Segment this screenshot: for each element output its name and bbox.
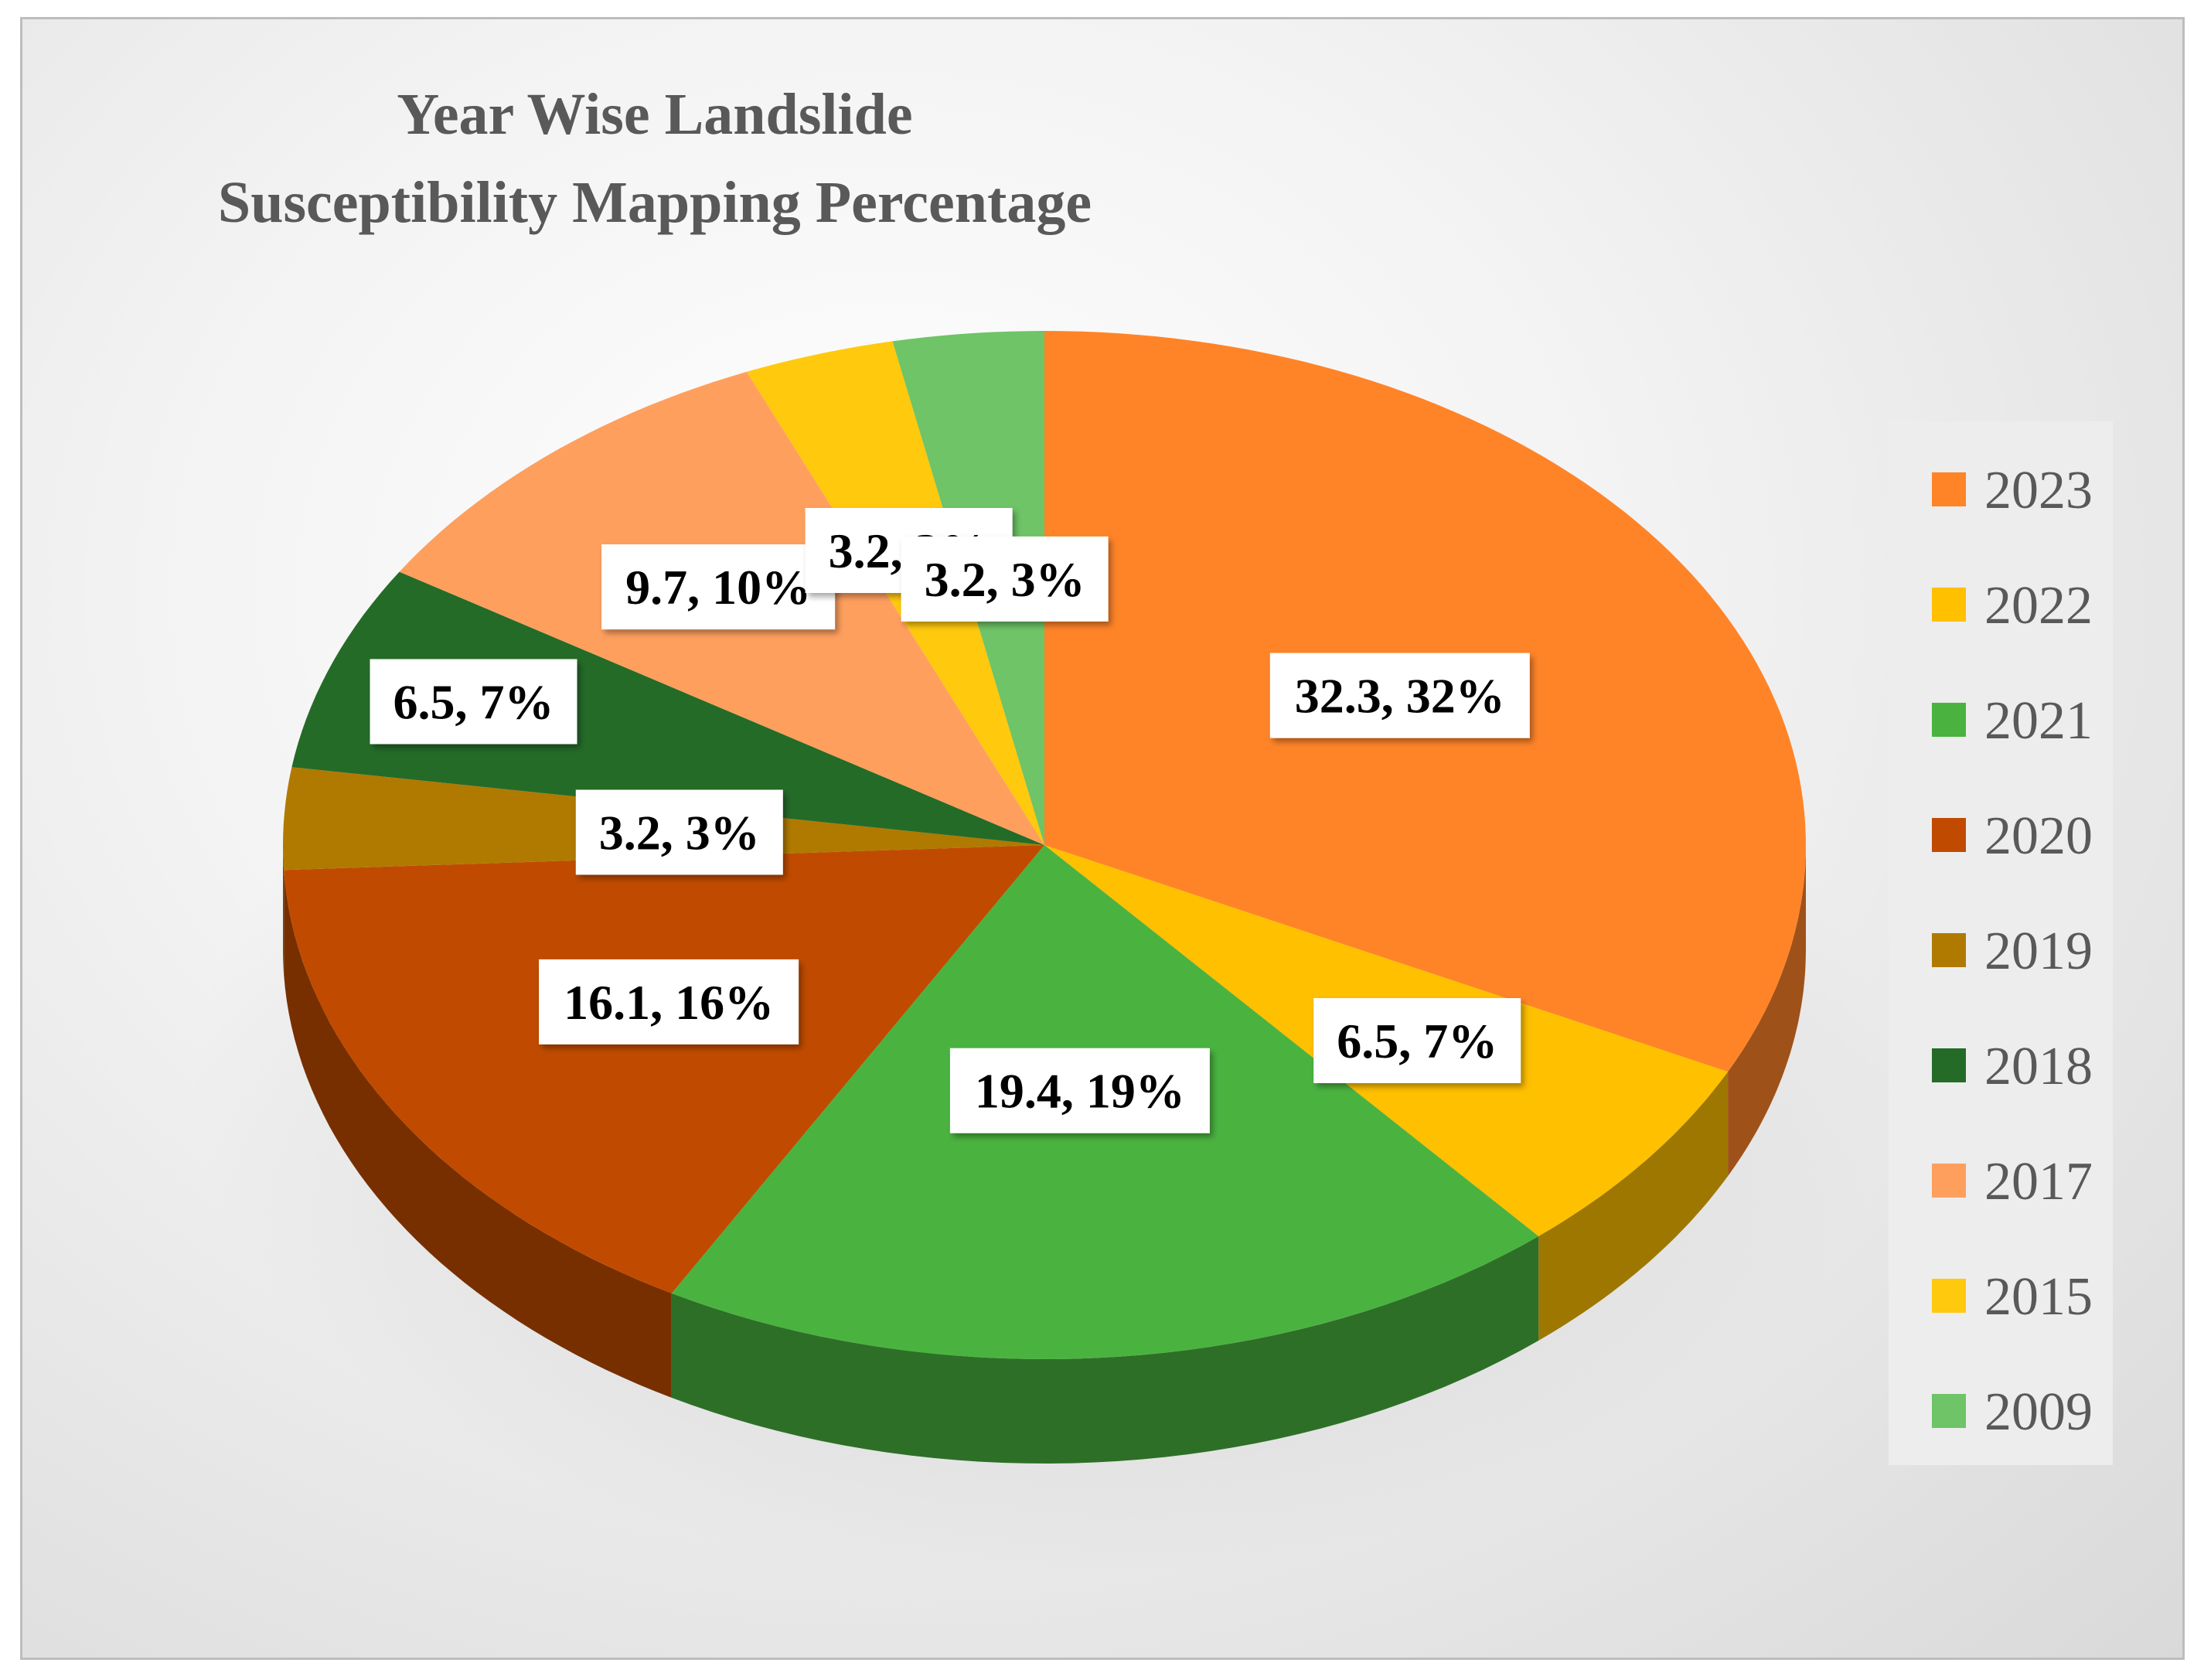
legend-swatch [1932, 1164, 1966, 1198]
data-label-text: 3.2, 3% [925, 552, 1085, 607]
pie-slice-2015 [746, 341, 1044, 845]
data-label-box [1269, 653, 1530, 738]
pie-side-2022 [1538, 1072, 1729, 1341]
legend: 2023 2022 2021 2020 2019 2018 2017 2015 2009 [1889, 421, 2113, 1465]
data-label-text: 6.5, 7% [393, 675, 554, 730]
pie-side-2021 [671, 1236, 1539, 1464]
legend-item-2020: 2020 [1932, 806, 2093, 866]
pie-data-labels: 32.3, 32% 6.5, 7% 19.4, 19% 16.1, 16% 3.2, 3… [370, 508, 1530, 1133]
legend-swatch [1932, 1279, 1966, 1313]
legend-item-2015: 2015 [1932, 1267, 2093, 1327]
legend-swatch [1932, 1048, 1966, 1082]
data-label-text: 9.7, 10% [625, 560, 811, 615]
data-label-2017: 9.7, 10% [601, 544, 836, 630]
legend-item-2019: 2019 [1932, 922, 2093, 981]
pie-slice-2018 [291, 571, 1044, 845]
legend-item-2018: 2018 [1932, 1037, 2093, 1096]
data-label-box [370, 659, 577, 745]
legend-item-2022: 2022 [1932, 576, 2093, 636]
data-label-text: 32.3, 32% [1295, 669, 1505, 724]
chart-title-line-2: Susceptibility Mapping Percentage [218, 170, 1092, 235]
data-label-2020: 16.1, 16% [539, 959, 799, 1044]
legend-label: 2015 [1984, 1267, 2093, 1327]
pie-side-2023 [1728, 845, 1806, 1177]
legend-label: 2017 [1984, 1152, 2093, 1211]
data-label-text: 19.4, 19% [975, 1064, 1185, 1119]
legend-swatch [1932, 933, 1966, 967]
legend-label: 2022 [1984, 576, 2093, 636]
data-label-text: 16.1, 16% [564, 975, 774, 1030]
data-label-2023: 32.3, 32% [1269, 653, 1530, 738]
data-label-box [1313, 998, 1521, 1083]
data-label-text: 3.2, 3% [599, 806, 760, 860]
chart-frame: Year Wise Landslide Susceptibility Mappi… [20, 17, 2185, 1660]
pie-top [283, 331, 1806, 1359]
chart-title-line-1: Year Wise Landslide [397, 82, 912, 147]
legend-label: 2021 [1984, 691, 2093, 751]
pie-slice-2020 [284, 845, 1044, 1293]
legend-swatch [1932, 472, 1966, 506]
data-label-2022: 6.5, 7% [1313, 998, 1521, 1083]
legend-label: 2019 [1984, 922, 2093, 981]
pie-side-2019 [283, 845, 284, 975]
legend-swatch [1932, 703, 1966, 737]
legend-item-2021: 2021 [1932, 691, 2093, 751]
data-label-2021: 19.4, 19% [949, 1048, 1210, 1133]
legend-swatch [1932, 588, 1966, 622]
legend-swatch [1932, 1394, 1966, 1428]
data-label-box [601, 544, 836, 630]
data-label-box [575, 789, 783, 875]
data-label-2018: 6.5, 7% [370, 659, 577, 745]
pie-side-2020 [284, 870, 672, 1398]
data-label-2019: 3.2, 3% [575, 789, 783, 875]
legend-swatch [1932, 818, 1966, 852]
data-label-box [901, 536, 1109, 622]
data-label-box [949, 1048, 1210, 1133]
legend-item-2009: 2009 [1932, 1382, 2093, 1442]
legend-label: 2009 [1984, 1382, 2093, 1442]
data-label-2009: 3.2, 3% [901, 536, 1109, 622]
data-label-text: 6.5, 7% [1337, 1014, 1497, 1068]
legend-item-2017: 2017 [1932, 1152, 2093, 1211]
legend-label: 2020 [1984, 806, 2093, 866]
legend-box [1889, 421, 2113, 1465]
legend-item-2023: 2023 [1932, 461, 2093, 520]
data-label-box [539, 959, 799, 1044]
pie-chart: Year Wise Landslide Susceptibility Mappi… [192, 82, 2113, 1581]
legend-label: 2018 [1984, 1037, 2093, 1096]
legend-label: 2023 [1984, 461, 2093, 520]
pie-sides [283, 845, 1806, 1464]
